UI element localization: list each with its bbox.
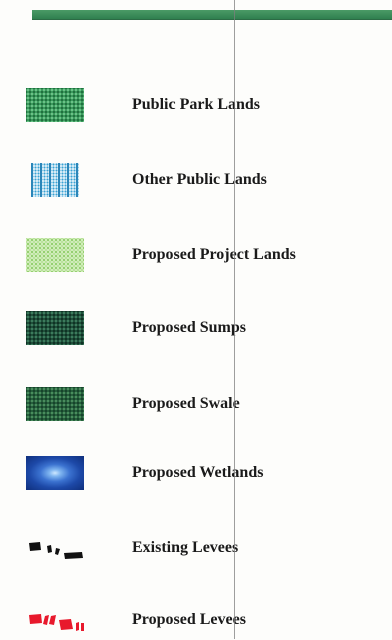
- wetlands-swatch: [26, 456, 84, 490]
- other-public-lands-swatch: [31, 163, 79, 197]
- scan-fold-line: [234, 0, 235, 639]
- legend-label: Proposed Project Lands: [132, 246, 296, 263]
- legend-label: Proposed Swale: [132, 395, 240, 412]
- legend-item-public-park-lands: Public Park Lands: [0, 85, 392, 125]
- legend-item-other-public-lands: Other Public Lands: [0, 160, 392, 200]
- legend-label: Proposed Sumps: [132, 319, 246, 336]
- existing-levee-dashes: [26, 531, 84, 565]
- legend-item-proposed-project-lands: Proposed Project Lands: [0, 235, 392, 275]
- proposed-levee-dashes: [26, 603, 84, 637]
- legend-item-proposed-wetlands: Proposed Wetlands: [0, 453, 392, 493]
- legend-label: Public Park Lands: [132, 96, 261, 113]
- legend-item-existing-levees: Existing Levees: [0, 528, 392, 568]
- legend-label: Other Public Lands: [132, 171, 267, 188]
- project-lands-swatch: [26, 238, 84, 272]
- legend-item-proposed-levees: Proposed Levees: [0, 600, 392, 640]
- legend-item-proposed-sumps: Proposed Sumps: [0, 308, 392, 348]
- swale-swatch: [26, 387, 84, 421]
- sumps-swatch: [26, 311, 84, 345]
- map-top-border-band: [32, 10, 392, 20]
- legend-label: Existing Levees: [132, 539, 239, 556]
- legend-label: Proposed Wetlands: [132, 464, 264, 481]
- legend-label: Proposed Levees: [132, 611, 246, 628]
- legend-item-proposed-swale: Proposed Swale: [0, 384, 392, 424]
- park-lands-swatch: [26, 88, 84, 122]
